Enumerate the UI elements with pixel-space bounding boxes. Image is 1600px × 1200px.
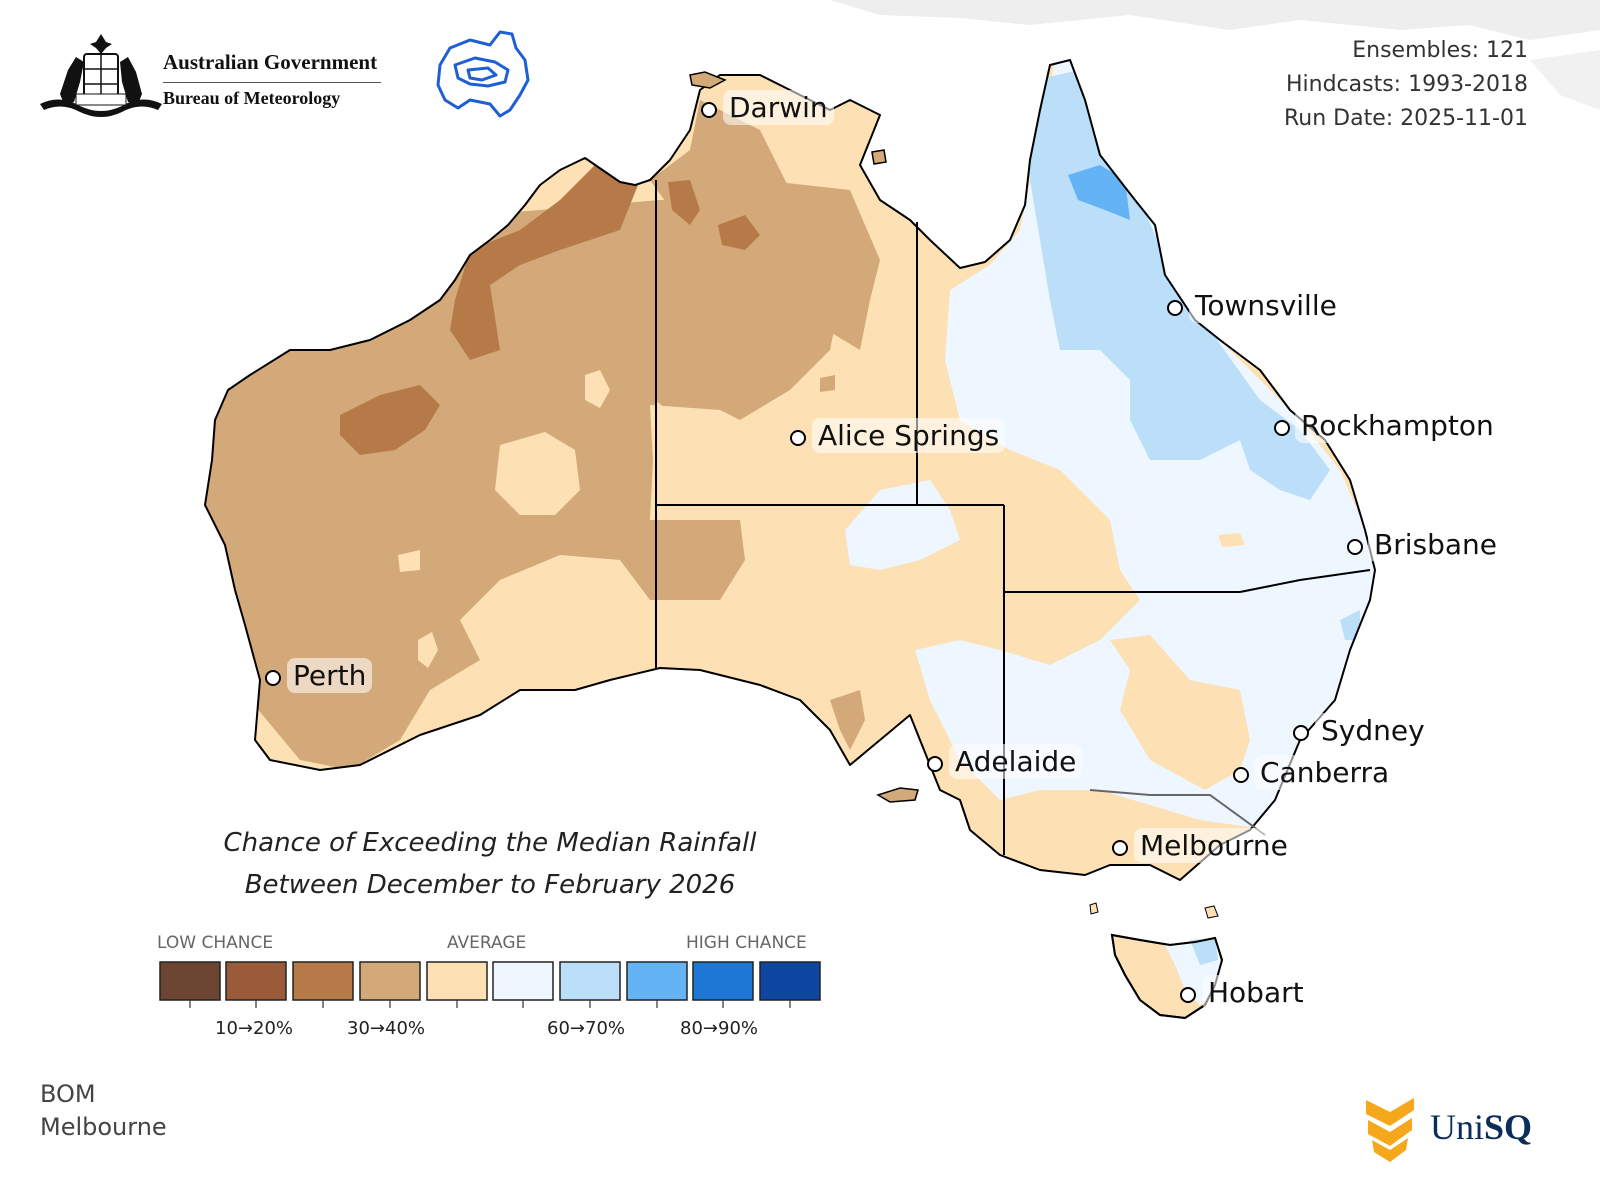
unisq-flame-logo-icon bbox=[1366, 1098, 1414, 1162]
legend-swatch-20-30 bbox=[292, 961, 354, 1001]
hindcasts-period: Hindcasts: 1993-2018 bbox=[1285, 72, 1528, 97]
australia-outline-logo-icon bbox=[436, 30, 530, 118]
legend-average-label: AVERAGE bbox=[447, 933, 527, 953]
legend-tick-60-70: 60→70% bbox=[547, 1018, 625, 1039]
city-label-perth: Perth bbox=[287, 658, 373, 693]
legend-swatch-30-40 bbox=[359, 961, 421, 1001]
run-info: Ensembles: 121 Hindcasts: 1993-2018 Run … bbox=[1284, 34, 1528, 136]
legend-colorbar bbox=[159, 961, 821, 1001]
city-label-alice-springs: Alice Springs bbox=[812, 418, 1006, 453]
footer-line2: Melbourne bbox=[40, 1113, 167, 1141]
city-label-adelaide: Adelaide bbox=[949, 744, 1083, 779]
city-label-canberra: Canberra bbox=[1254, 755, 1396, 790]
city-label-rockhampton: Rockhampton bbox=[1295, 408, 1500, 443]
city-label-hobart: Hobart bbox=[1202, 975, 1310, 1010]
legend-low-label: LOW CHANCE bbox=[157, 933, 274, 953]
footer-source: BOM Melbourne bbox=[40, 1078, 167, 1144]
legend-swatch-0-10 bbox=[159, 961, 221, 1001]
legend-swatch-50-60 bbox=[492, 961, 554, 1001]
footer-line1: BOM bbox=[40, 1080, 96, 1108]
legend-tick-10-20: 10→20% bbox=[215, 1018, 293, 1039]
map-title-line1: Chance of Exceeding the Median Rainfall bbox=[223, 828, 757, 858]
city-label-brisbane: Brisbane bbox=[1368, 527, 1503, 562]
unisq-uni: Uni bbox=[1430, 1107, 1484, 1147]
legend-swatch-90-100 bbox=[759, 961, 821, 1001]
city-label-sydney: Sydney bbox=[1315, 713, 1431, 748]
legend-swatch-80-90 bbox=[692, 961, 754, 1001]
government-title: Australian Government bbox=[163, 50, 378, 74]
city-label-darwin: Darwin bbox=[723, 90, 834, 125]
legend-swatch-60-70 bbox=[559, 961, 621, 1001]
run-date: Run Date: 2025-11-01 bbox=[1283, 106, 1528, 131]
unisq-sq: SQ bbox=[1484, 1107, 1533, 1147]
city-label-townsville: Townsville bbox=[1189, 288, 1343, 323]
header-divider bbox=[163, 82, 381, 83]
map-title-line2: Between December to February 2026 bbox=[244, 870, 736, 900]
map-title: Chance of Exceeding the Median Rainfall … bbox=[210, 822, 770, 906]
legend-swatch-10-20 bbox=[225, 961, 287, 1001]
legend-swatch-40-50 bbox=[426, 961, 488, 1001]
ensembles-count: Ensembles: 121 bbox=[1352, 38, 1528, 63]
legend-high-label: HIGH CHANCE bbox=[686, 933, 807, 953]
unisq-logo-text: UniSQ bbox=[1430, 1106, 1532, 1148]
legend-tick-30-40: 30→40% bbox=[347, 1018, 425, 1039]
legend-tick-80-90: 80→90% bbox=[680, 1018, 758, 1039]
legend-swatch-70-80 bbox=[626, 961, 688, 1001]
city-label-melbourne: Melbourne bbox=[1134, 828, 1294, 863]
australian-coat-of-arms-icon bbox=[40, 34, 162, 117]
agency-title: Bureau of Meteorology bbox=[163, 88, 341, 108]
